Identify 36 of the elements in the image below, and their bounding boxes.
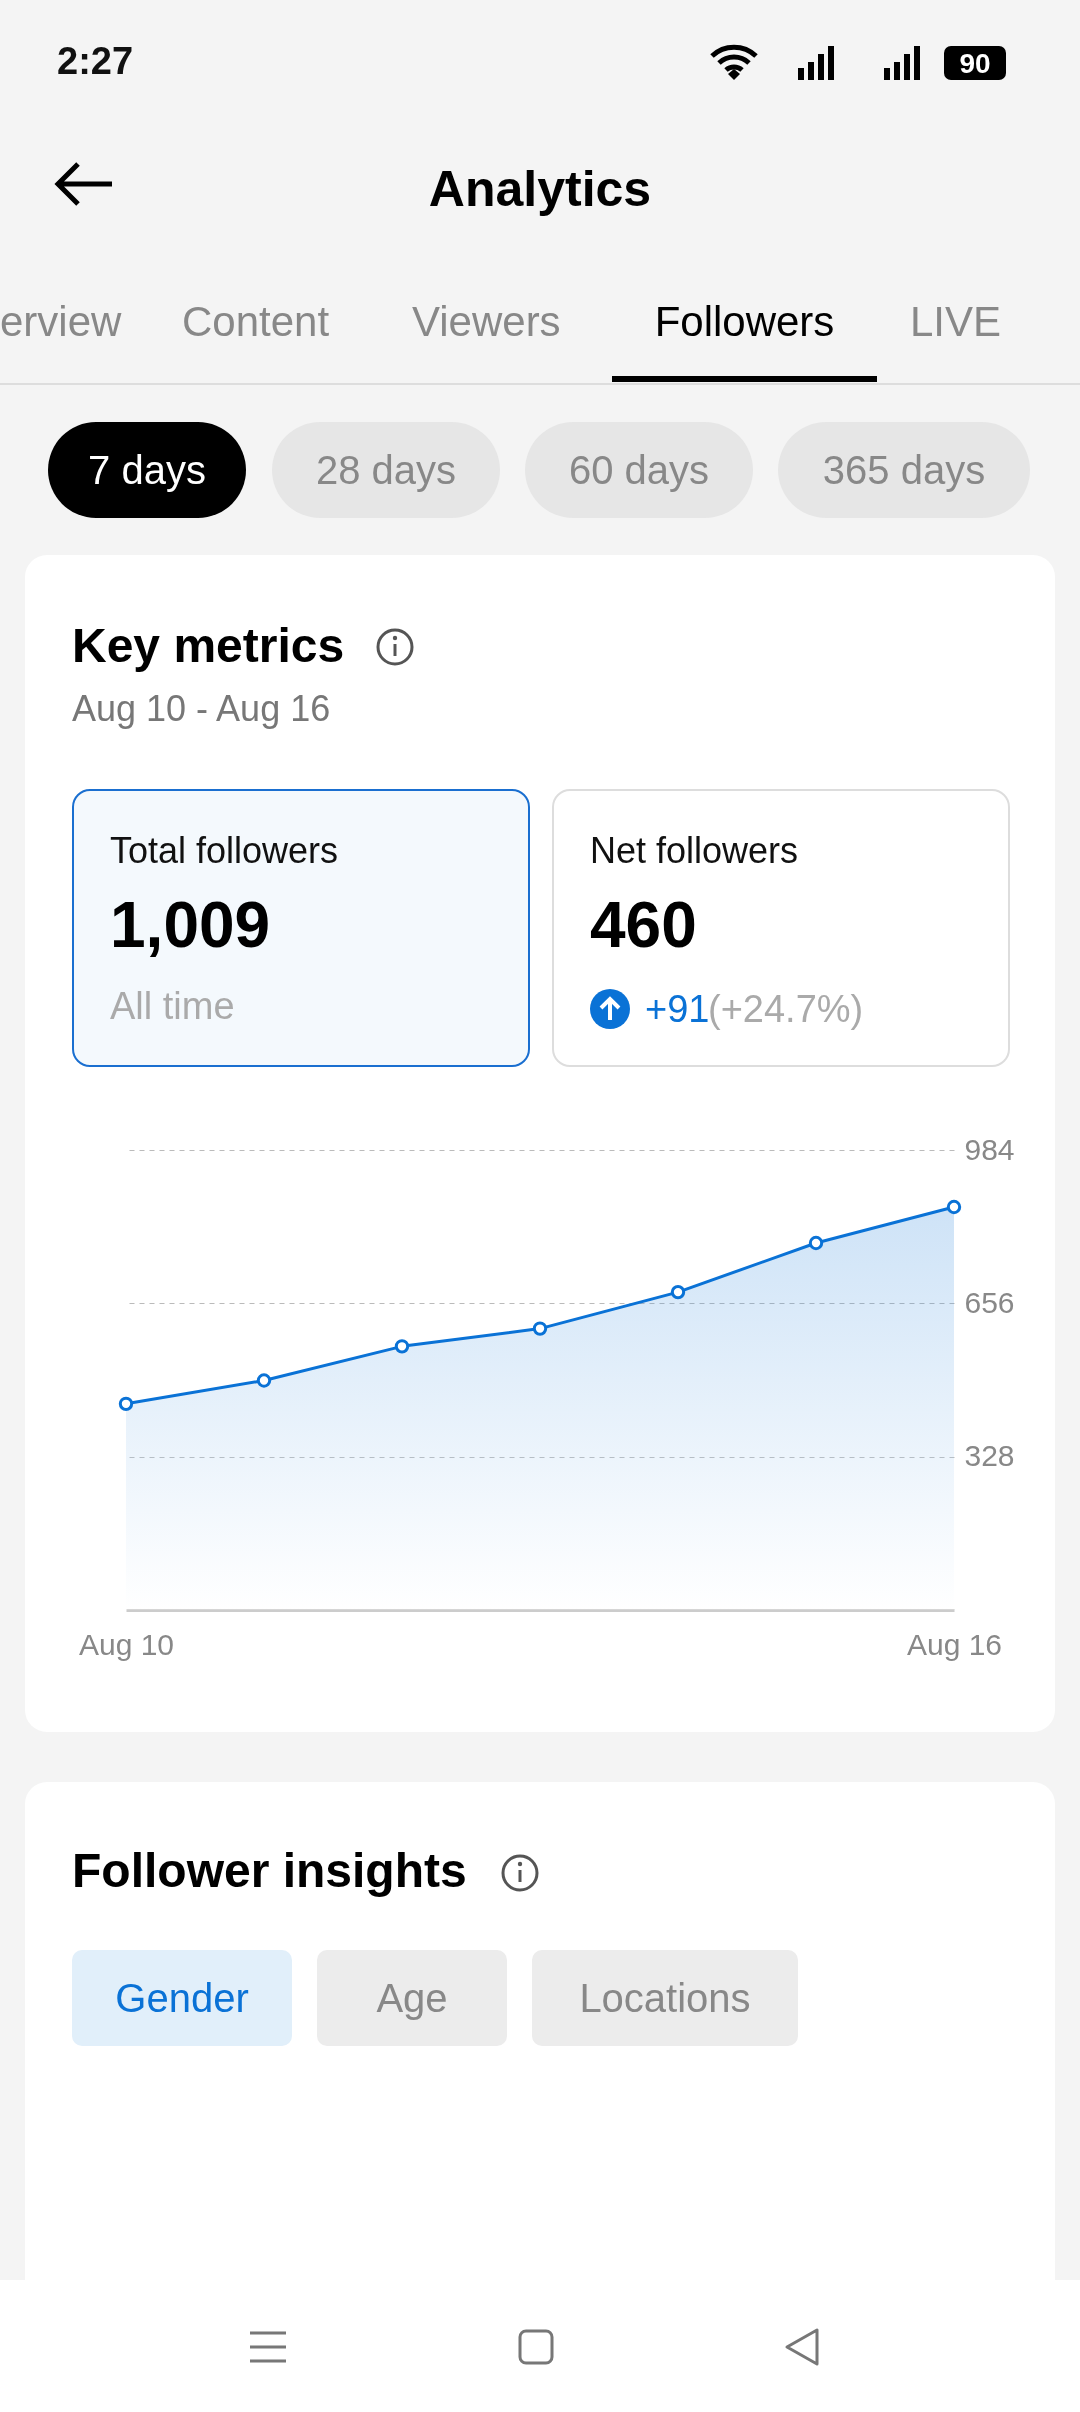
text: 365 days: [778, 422, 1030, 518]
point: [532, 1321, 548, 1336]
text: Gender: [72, 1950, 292, 2046]
point: [670, 1284, 686, 1300]
text: 28 days: [272, 422, 500, 518]
text: erview: [0, 298, 122, 346]
text: LIVE: [910, 298, 1002, 346]
chart-title: Key metrics: [72, 618, 345, 673]
text: +91: [645, 988, 710, 1031]
text: 460: [590, 888, 697, 962]
point: [394, 1339, 410, 1354]
chart-subtitle: Aug 10 - Aug 16: [72, 688, 331, 730]
text: All time: [110, 985, 235, 1028]
text: 1,009: [110, 888, 271, 962]
text: Locations: [532, 1950, 798, 2046]
text: Followers: [653, 298, 836, 346]
text: Follower insights: [72, 1843, 467, 1898]
text: 2:27: [57, 40, 134, 83]
point: [946, 1199, 962, 1215]
text: Analytics: [427, 160, 653, 218]
text: Age: [317, 1950, 507, 2046]
text: (+24.7%): [708, 988, 864, 1031]
text: 7 days: [48, 422, 246, 518]
y-tick-label: 328: [964, 1439, 1015, 1473]
text: Viewers: [412, 298, 561, 346]
point: [256, 1373, 272, 1388]
point: [808, 1235, 824, 1251]
text: 60 days: [525, 422, 753, 518]
text: Content: [182, 298, 330, 346]
x-tick-label: Aug 16: [906, 1627, 1003, 1661]
point: [118, 1396, 134, 1412]
text: Total followers: [110, 830, 339, 872]
text: Net followers: [590, 830, 799, 872]
y-tick-label: 984: [964, 1132, 1015, 1166]
y-tick-label: 656: [964, 1285, 1015, 1319]
x-tick-label: Aug 10: [78, 1627, 175, 1661]
